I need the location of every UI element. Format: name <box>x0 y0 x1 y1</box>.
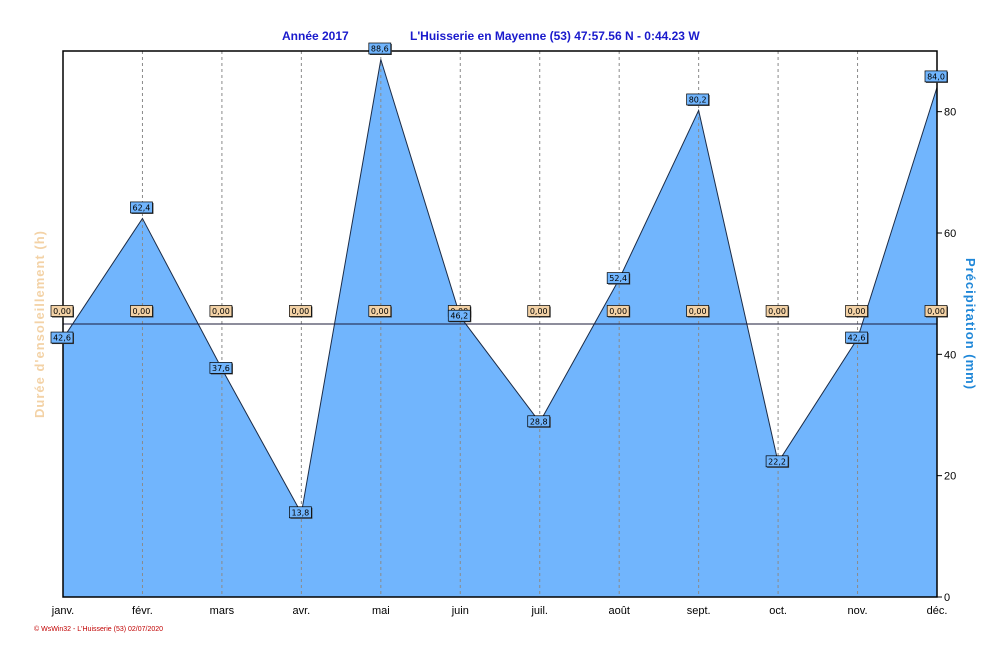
x-tick-label: sept. <box>687 605 711 617</box>
precipitation-value-label-box <box>686 93 709 106</box>
sunshine-value-label: 0,00 <box>371 307 389 316</box>
sunshine-value-label-box <box>50 305 74 317</box>
y-tick-label: 80 <box>944 107 956 119</box>
x-tick-label: févr. <box>132 605 153 617</box>
precipitation-value-label: 46,2 <box>450 312 468 321</box>
sunshine-value-label-box <box>765 305 789 317</box>
y-tick-label: 0 <box>944 592 950 604</box>
precipitation-value-label: 42,6 <box>848 334 866 343</box>
precipitation-value-label: 22,2 <box>768 457 786 466</box>
sunshine-value-label: 0,00 <box>133 307 151 316</box>
sunshine-value-label-box <box>209 305 233 317</box>
sunshine-value-label-box <box>845 305 868 317</box>
precipitation-value-label: 84,0 <box>927 72 945 81</box>
precipitation-value-label-box <box>924 70 948 83</box>
plot-area: 0 20 40 60 80 janv. févr. mars avr. mai juin juil. a… <box>50 42 956 617</box>
precipitation-area <box>63 59 937 597</box>
precipitation-line <box>62 59 938 515</box>
x-tick-label: mars <box>210 605 235 617</box>
precipitation-value-label-box <box>289 506 312 519</box>
precipitation-value-label: 80,2 <box>689 95 707 104</box>
sunshine-value-label-box <box>130 305 153 317</box>
sunshine-value-label: 0,00 <box>689 307 707 316</box>
sunshine-value-label: 0,00 <box>848 307 866 316</box>
sunshine-value-label-box <box>924 305 948 317</box>
y-axis-right-label: Précipitation (mm) <box>963 258 978 390</box>
precipitation-value-label-box <box>368 42 392 55</box>
sunshine-value-label-box <box>368 305 392 317</box>
x-tick-label: mai <box>372 605 390 617</box>
y-tick-label: 40 <box>944 349 956 361</box>
precipitation-value-label: 62,4 <box>133 203 151 212</box>
precipitation-value-label: 13,8 <box>291 508 309 517</box>
x-tick-label: nov. <box>848 605 868 617</box>
x-tick-label: janv. <box>51 605 74 617</box>
chart-title-year: Année 2017 <box>282 29 349 43</box>
precipitation-value-label-box <box>50 331 74 344</box>
y-tick-label: 60 <box>944 228 956 240</box>
sunshine-value-label: 0,00 <box>530 307 548 316</box>
sunshine-value-label: 0,00 <box>291 307 309 316</box>
plot-frame <box>62 50 938 598</box>
y-axis-left-label: Durée d'ensoleillement (h) <box>32 230 47 418</box>
precipitation-value-label-box <box>130 201 153 214</box>
precipitation-value-label-box <box>845 331 868 344</box>
x-tick-label: avr. <box>292 605 310 617</box>
x-tick-label: août <box>608 605 629 617</box>
y-tick-label: 20 <box>944 471 956 483</box>
x-tick-label: déc. <box>927 605 948 617</box>
sunshine-value-label: 0,00 <box>927 307 945 316</box>
sunshine-value-label-box <box>686 305 709 317</box>
x-tick-label: oct. <box>769 605 787 617</box>
sunshine-value-label-box <box>289 305 312 317</box>
footer-credit: © WsWin32 - L'Huisserie (53) 02/07/2020 <box>34 625 163 633</box>
precipitation-value-label-box <box>606 272 630 284</box>
precipitation-value-label-box <box>209 362 233 374</box>
precipitation-value-label: 37,6 <box>212 364 230 373</box>
x-tick-label: juin <box>451 605 469 617</box>
sunshine-value-label: 0,00 <box>212 307 230 316</box>
chart-title-location: L'Huisserie en Mayenne (53) 47:57.56 N -… <box>410 29 700 43</box>
precipitation-value-label: 42,6 <box>53 334 71 343</box>
x-tick-label: juil. <box>530 605 548 617</box>
sunshine-value-label: 0,00 <box>768 307 786 316</box>
sunshine-value-label: 0,00 <box>53 307 71 316</box>
sunshine-value-label-box <box>527 305 551 317</box>
precipitation-value-label: 88,6 <box>371 44 389 53</box>
precipitation-value-label-box <box>527 415 551 428</box>
precipitation-value-label: 52,4 <box>609 274 627 283</box>
precipitation-value-label-box <box>765 455 789 468</box>
precipitation-value-label-box <box>447 309 471 322</box>
sunshine-value-label-box <box>606 305 630 317</box>
sunshine-value-label: 0,00 <box>609 307 627 316</box>
precipitation-value-label: 28,8 <box>530 417 548 426</box>
